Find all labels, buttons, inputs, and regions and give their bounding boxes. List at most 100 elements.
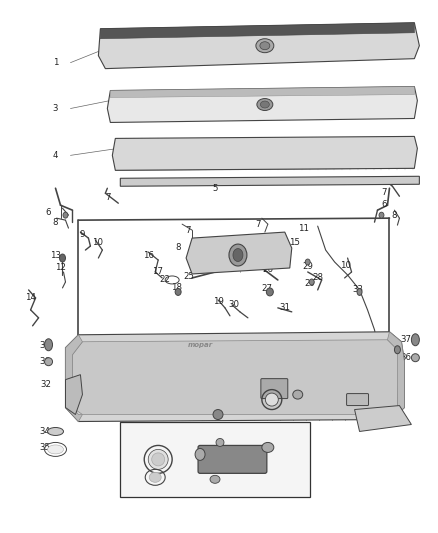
Text: 32: 32 <box>40 380 51 389</box>
Ellipse shape <box>48 427 64 435</box>
Text: 35: 35 <box>374 405 385 414</box>
Text: 19: 19 <box>212 297 223 306</box>
Text: 8: 8 <box>53 217 58 227</box>
Text: 9: 9 <box>80 230 85 239</box>
Text: 40: 40 <box>212 458 223 467</box>
Polygon shape <box>100 23 414 39</box>
Polygon shape <box>72 340 399 415</box>
Text: 29: 29 <box>304 279 315 288</box>
Ellipse shape <box>63 212 68 218</box>
Ellipse shape <box>257 99 273 110</box>
Text: 23: 23 <box>259 393 270 402</box>
Text: 7: 7 <box>270 244 276 253</box>
Polygon shape <box>388 332 404 419</box>
Text: 1: 1 <box>53 58 58 67</box>
FancyBboxPatch shape <box>261 378 288 399</box>
Text: 26: 26 <box>262 265 273 274</box>
Ellipse shape <box>48 445 64 454</box>
Text: 21: 21 <box>277 383 288 392</box>
Polygon shape <box>99 23 419 69</box>
Ellipse shape <box>149 472 161 482</box>
Text: 6: 6 <box>382 200 387 209</box>
Ellipse shape <box>266 288 273 296</box>
Ellipse shape <box>216 439 224 447</box>
Text: 29: 29 <box>302 262 313 271</box>
Text: 7: 7 <box>106 193 111 201</box>
Polygon shape <box>66 375 82 415</box>
Text: 12: 12 <box>55 263 66 272</box>
Ellipse shape <box>60 254 66 262</box>
Text: 25: 25 <box>184 272 194 281</box>
Polygon shape <box>186 232 292 274</box>
Text: 36: 36 <box>400 353 411 362</box>
Text: 8: 8 <box>175 243 181 252</box>
Ellipse shape <box>293 390 303 399</box>
Polygon shape <box>110 86 414 98</box>
Text: 4: 4 <box>53 151 58 160</box>
Text: 3: 3 <box>53 104 58 113</box>
Text: 17: 17 <box>152 268 162 277</box>
Text: 7: 7 <box>382 188 387 197</box>
Text: 11: 11 <box>298 224 309 232</box>
Ellipse shape <box>233 248 243 262</box>
Text: 42: 42 <box>258 442 268 451</box>
Text: 14: 14 <box>25 293 36 302</box>
Bar <box>120 422 310 497</box>
Ellipse shape <box>213 409 223 419</box>
Text: 34: 34 <box>39 427 50 436</box>
Ellipse shape <box>411 334 419 346</box>
Ellipse shape <box>260 101 269 108</box>
FancyBboxPatch shape <box>346 393 368 406</box>
Ellipse shape <box>357 288 362 295</box>
Text: 41: 41 <box>244 457 254 466</box>
Text: 36: 36 <box>39 357 50 366</box>
Text: 7: 7 <box>255 220 261 229</box>
Text: 38: 38 <box>209 402 220 411</box>
Ellipse shape <box>262 442 274 453</box>
Text: 13: 13 <box>50 251 61 260</box>
Ellipse shape <box>256 39 274 53</box>
Ellipse shape <box>395 346 400 354</box>
Text: 8: 8 <box>392 211 397 220</box>
Text: 35: 35 <box>39 443 50 452</box>
Text: 37: 37 <box>39 341 50 350</box>
Ellipse shape <box>374 343 381 353</box>
Polygon shape <box>107 86 417 123</box>
Polygon shape <box>355 406 411 432</box>
Text: 43: 43 <box>223 427 233 436</box>
Ellipse shape <box>265 393 278 406</box>
FancyBboxPatch shape <box>198 446 267 473</box>
Text: 39: 39 <box>205 438 215 447</box>
Text: 30: 30 <box>229 301 240 309</box>
Text: 2: 2 <box>375 343 380 352</box>
Ellipse shape <box>305 259 310 265</box>
Text: 24: 24 <box>299 381 310 390</box>
Text: 7: 7 <box>185 225 191 235</box>
Text: 27: 27 <box>261 285 272 294</box>
Text: 10: 10 <box>340 261 351 270</box>
Ellipse shape <box>260 42 270 50</box>
Ellipse shape <box>195 448 205 461</box>
Ellipse shape <box>309 279 314 285</box>
Text: 33: 33 <box>352 286 363 294</box>
Text: 34: 34 <box>361 393 372 402</box>
Ellipse shape <box>152 453 165 466</box>
Text: 45: 45 <box>148 476 159 485</box>
Ellipse shape <box>411 354 419 362</box>
Ellipse shape <box>148 449 168 470</box>
Text: 18: 18 <box>171 284 182 293</box>
Ellipse shape <box>229 244 247 266</box>
Ellipse shape <box>379 212 384 218</box>
Polygon shape <box>120 176 419 186</box>
Polygon shape <box>112 136 417 171</box>
Text: 6: 6 <box>46 208 51 217</box>
Ellipse shape <box>175 288 181 295</box>
Polygon shape <box>66 332 404 422</box>
Text: 16: 16 <box>143 251 154 260</box>
Text: 5: 5 <box>212 184 218 193</box>
Text: 31: 31 <box>279 303 290 312</box>
Ellipse shape <box>210 475 220 483</box>
Text: 22: 22 <box>160 276 171 285</box>
Text: 20: 20 <box>143 451 154 460</box>
Text: 8: 8 <box>279 233 285 243</box>
